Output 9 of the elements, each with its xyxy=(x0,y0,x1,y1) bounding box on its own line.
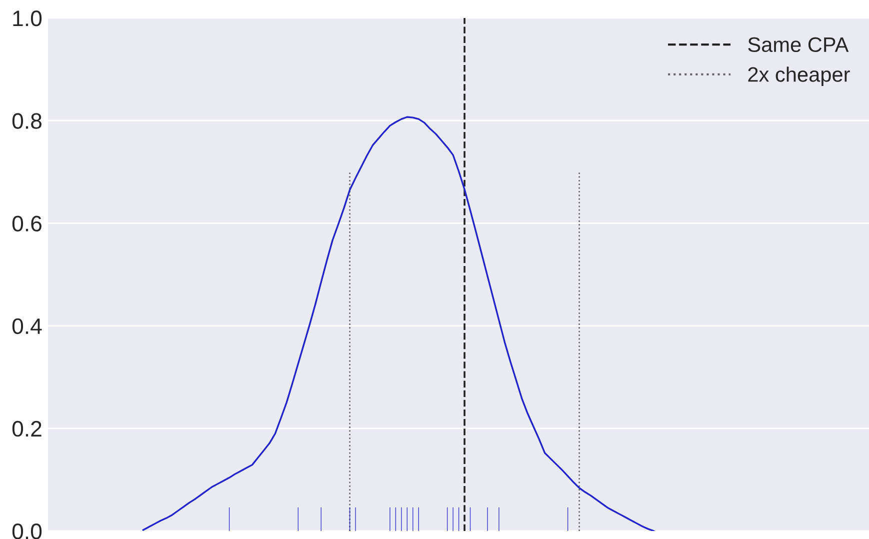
legend-label: 2x cheaper xyxy=(748,66,850,86)
y-tick-label: 1.0 xyxy=(13,10,42,26)
legend-label: Same CPA xyxy=(748,37,849,52)
y-tick-label: 0.2 xyxy=(12,420,42,437)
line-series xyxy=(142,116,655,531)
y-tick-label: 0.4 xyxy=(12,318,42,334)
y-tick-label: 0.6 xyxy=(12,216,42,232)
y-tick-label: 0.8 xyxy=(12,113,42,129)
y-tick-label: 0.0 xyxy=(12,524,42,539)
